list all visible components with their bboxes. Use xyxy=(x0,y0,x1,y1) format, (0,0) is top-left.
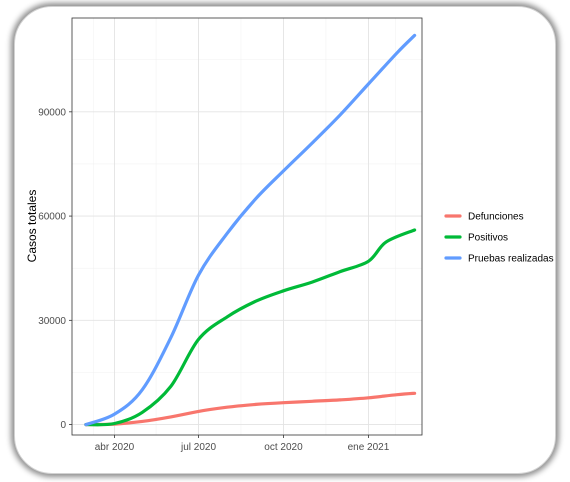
plot-panel-border xyxy=(71,17,423,436)
legend-label-pruebas-realizadas: Pruebas realizadas xyxy=(468,254,554,265)
legend-label-defunciones: Defunciones xyxy=(468,212,524,223)
y-tick-label: 30000 xyxy=(38,316,66,327)
legend-label-positivos: Positivos xyxy=(468,233,508,244)
y-axis-title: Casos totales xyxy=(25,190,39,263)
x-tick-label: abr 2020 xyxy=(95,442,135,453)
x-tick-label: jul 2020 xyxy=(180,442,216,453)
series-line-positivos xyxy=(84,228,417,427)
y-tick-label: 0 xyxy=(60,420,66,431)
y-tick-label: 90000 xyxy=(38,107,66,118)
y-tick-label: 60000 xyxy=(38,212,66,223)
legend: Defunciones Positivos Pruebas realizadas xyxy=(444,212,554,265)
x-tick-label: oct 2020 xyxy=(264,442,303,453)
tick-layer: 0 30000 60000 90000 abr 2020 jul 2020 oct 2020… xyxy=(38,107,390,453)
series-line-pruebas-realizadas xyxy=(84,33,417,427)
series-layer xyxy=(84,33,417,427)
series-line-defunciones xyxy=(84,391,417,427)
x-tick-label: ene 2021 xyxy=(348,442,390,453)
